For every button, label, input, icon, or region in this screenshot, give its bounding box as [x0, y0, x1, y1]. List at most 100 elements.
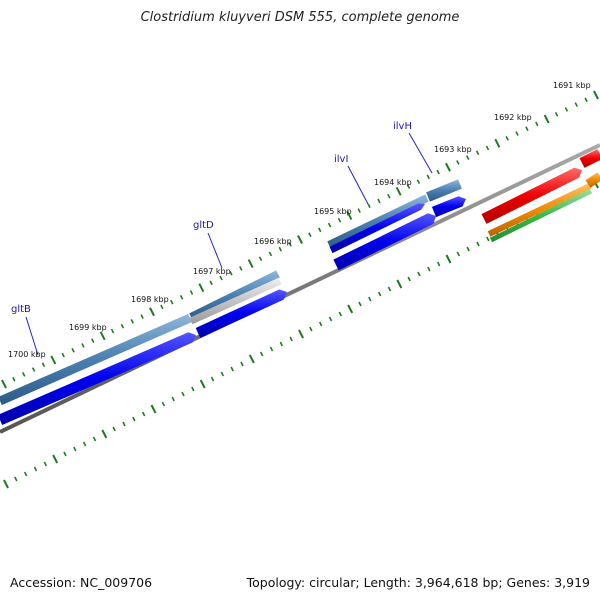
tick-mark — [259, 351, 264, 357]
tick-mark — [150, 404, 157, 414]
tick-mark — [456, 251, 461, 257]
tick-mark — [357, 208, 361, 213]
tick-mark — [31, 367, 36, 372]
tick-mark — [240, 361, 244, 367]
feature-ilvH-region[interactable] — [426, 179, 462, 202]
tick-mark — [318, 227, 322, 233]
tick-mark — [171, 396, 175, 402]
feature-red-2[interactable] — [579, 149, 600, 168]
tick-mark — [73, 446, 77, 452]
feature-orange-2[interactable] — [585, 172, 600, 188]
tick-mark — [417, 271, 421, 277]
tick-mark — [3, 479, 9, 489]
tick-mark — [466, 246, 470, 252]
tick-mark — [288, 241, 292, 247]
cds-gltB-arrow[interactable] — [0, 332, 196, 425]
cds-ilvI-lower-arrow[interactable] — [333, 213, 436, 271]
tick-mark — [82, 441, 87, 447]
feature-red-1[interactable] — [481, 167, 583, 224]
tick-mark — [61, 352, 65, 358]
tick-mark — [485, 145, 490, 151]
gene-label-gltB[interactable]: gltB — [11, 304, 31, 315]
tick-mark — [318, 321, 323, 327]
tick-mark — [406, 184, 411, 189]
tick-label: 1699 kbp — [69, 323, 107, 332]
tick-mark — [327, 222, 332, 228]
tick-mark — [161, 401, 166, 407]
tick-mark — [209, 280, 213, 286]
tick-mark — [91, 338, 95, 343]
tick-mark — [23, 471, 28, 477]
cds-gltD-arrow[interactable] — [195, 289, 287, 339]
feature-orange[interactable] — [487, 183, 592, 237]
tick-mark — [239, 266, 243, 271]
gene-label-ilvI[interactable]: ilvI — [334, 154, 348, 165]
tick-mark — [396, 279, 403, 289]
tick-mark — [584, 97, 588, 103]
tick-label: 1692 kbp — [494, 113, 532, 122]
tick-mark — [22, 372, 26, 377]
tick-mark — [269, 346, 274, 352]
tick-mark — [210, 376, 215, 382]
tick-mark — [476, 241, 480, 247]
tick-mark — [110, 328, 115, 334]
tick-mark — [14, 476, 18, 482]
tick-mark — [427, 266, 431, 272]
feature-gray-segment[interactable] — [189, 277, 282, 325]
tick-mark — [347, 304, 354, 314]
gene-leader-line — [347, 165, 369, 205]
tick-mark — [230, 366, 234, 372]
feature-ilvI-region[interactable] — [327, 194, 429, 249]
tick-mark — [160, 304, 164, 310]
tick-mark — [101, 429, 108, 439]
gene-label-leaders — [25, 132, 433, 356]
cds-ilvI-arrow[interactable] — [329, 203, 426, 254]
tick-mark — [140, 314, 144, 319]
tick-mark — [130, 319, 134, 324]
tick-mark — [445, 254, 452, 264]
tick-mark — [426, 174, 430, 180]
tick-mark — [494, 138, 501, 148]
tick-label: 1696 kbp — [254, 237, 292, 246]
tick-mark — [120, 323, 125, 329]
tick-mark — [71, 347, 75, 353]
tick-mark — [436, 261, 441, 267]
genome-backbone[interactable] — [0, 143, 600, 434]
cds-ilvH-arrow[interactable] — [431, 196, 466, 218]
tick-mark — [309, 326, 313, 332]
tick-labels: 1691 kbp 1692 kbp 1693 kbp 1694 kbp 1695 kbp… — [8, 81, 591, 359]
tick-label: 1694 kbp — [374, 178, 412, 187]
tick-mark — [179, 294, 184, 300]
tick-mark — [574, 102, 578, 107]
tick-mark — [338, 311, 343, 317]
tick-mark — [43, 461, 48, 467]
tick-mark — [247, 259, 254, 269]
gene-label-gltD[interactable]: gltD — [193, 220, 214, 231]
tick-mark — [278, 246, 282, 252]
tick-mark — [170, 299, 174, 305]
tick-mark — [92, 436, 97, 442]
tick-mark — [199, 379, 206, 389]
feature-gltB-region[interactable] — [0, 313, 192, 406]
topology-text: Topology: circular; Length: 3,964,618 bp… — [246, 575, 590, 590]
tick-label: 1700 kbp — [8, 350, 46, 359]
gene-label-ilvH[interactable]: ilvH — [393, 121, 412, 132]
tick-mark — [328, 316, 333, 322]
feature-green[interactable] — [489, 188, 593, 243]
tick-mark — [308, 232, 312, 238]
tick-mark — [387, 286, 392, 292]
tick-mark — [377, 198, 381, 204]
tick-mark — [279, 341, 284, 347]
tick-mark — [456, 160, 460, 165]
tick-mark — [149, 307, 155, 317]
tick-mark — [289, 336, 293, 342]
tick-mark — [52, 454, 59, 464]
tick-mark — [229, 270, 233, 276]
tick-mark — [99, 331, 106, 341]
tick-mark — [358, 301, 362, 307]
tick-mark — [445, 162, 451, 172]
tick-mark — [112, 426, 116, 432]
tick-label: 1693 kbp — [434, 145, 472, 154]
tick-mark — [416, 179, 421, 185]
